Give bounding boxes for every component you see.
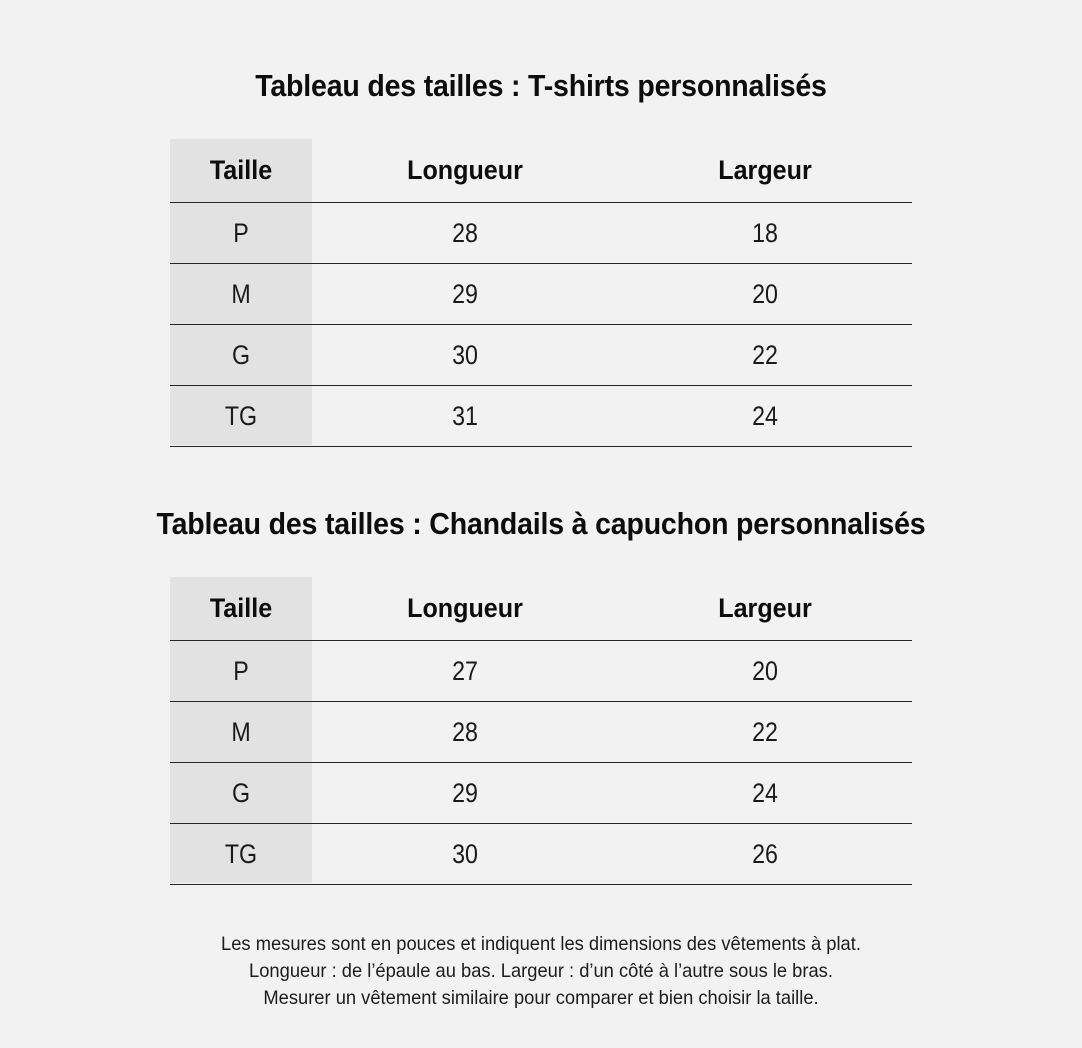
measurement-note-line-2: Longueur : de l’épaule au bas. Largeur :… <box>249 960 833 982</box>
table-row: M 29 20 <box>170 264 912 325</box>
cell-width: 26 <box>752 838 778 869</box>
measurement-note-line-3: Mesurer un vêtement similaire pour compa… <box>263 987 819 1009</box>
cell-width: 24 <box>752 400 778 431</box>
column-header-longueur: Longueur <box>407 593 523 623</box>
cell-width: 22 <box>752 716 778 747</box>
cell-width: 22 <box>752 339 778 370</box>
size-column-band-2 <box>170 577 312 883</box>
cell-length: 29 <box>452 278 478 309</box>
table-row: TG 31 24 <box>170 386 912 447</box>
cell-size: P <box>233 655 249 686</box>
cell-size: G <box>231 777 251 808</box>
cell-length: 27 <box>452 655 478 686</box>
cell-length: 28 <box>452 716 478 747</box>
size-column-band-1 <box>170 139 312 445</box>
cell-size: TG <box>224 838 258 869</box>
table-row: P 27 20 <box>170 641 912 702</box>
table-row: P 28 18 <box>170 203 912 264</box>
cell-width: 20 <box>752 655 778 686</box>
column-header-longueur: Longueur <box>407 155 523 185</box>
table-row: TG 30 26 <box>170 824 912 885</box>
table-header-row: Taille Longueur Largeur <box>170 139 912 203</box>
cell-width: 18 <box>752 217 778 248</box>
cell-size: G <box>231 339 251 370</box>
column-header-taille: Taille <box>209 593 273 623</box>
table-row: G 30 22 <box>170 325 912 386</box>
cell-size: M <box>231 716 251 747</box>
cell-width: 20 <box>752 278 778 309</box>
cell-length: 28 <box>452 217 478 248</box>
measurement-note-line-1: Les mesures sont en pouces et indiquent … <box>221 933 861 955</box>
column-header-largeur: Largeur <box>718 155 812 185</box>
cell-length: 29 <box>452 777 478 808</box>
hoodie-size-table: Taille Longueur Largeur P 27 20 M 28 22 … <box>170 577 912 885</box>
column-header-taille: Taille <box>209 155 273 185</box>
column-header-largeur: Largeur <box>718 593 812 623</box>
table-header-row: Taille Longueur Largeur <box>170 577 912 641</box>
cell-size: M <box>231 278 251 309</box>
hoodie-size-chart-title: Tableau des tailles : Chandails à capuch… <box>156 506 926 541</box>
cell-width: 24 <box>752 777 778 808</box>
cell-length: 30 <box>452 838 478 869</box>
cell-size: P <box>233 217 249 248</box>
table-row: M 28 22 <box>170 702 912 763</box>
cell-size: TG <box>224 400 258 431</box>
tshirt-size-table: Taille Longueur Largeur P 28 18 M 29 20 … <box>170 139 912 447</box>
tshirt-size-chart-title: Tableau des tailles : T-shirts personnal… <box>255 68 827 103</box>
measurement-note: Les mesures sont en pouces et indiquent … <box>0 931 1082 1012</box>
cell-length: 30 <box>452 339 478 370</box>
table-row: G 29 24 <box>170 763 912 824</box>
cell-length: 31 <box>452 400 478 431</box>
